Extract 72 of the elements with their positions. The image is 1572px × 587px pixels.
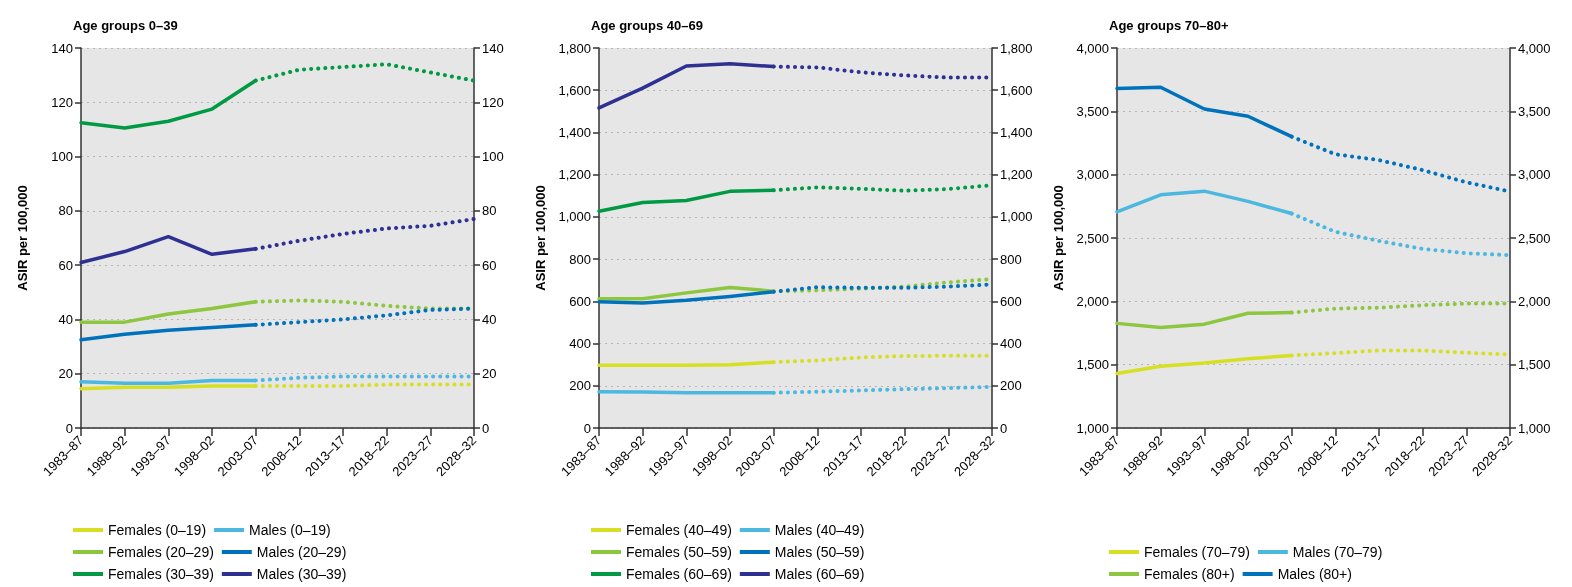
y-tick-label: 80 xyxy=(58,203,73,219)
y-tick-label: 600 xyxy=(569,293,591,309)
y-tick-label: 120 xyxy=(51,94,73,110)
y2-tick-label: 600 xyxy=(1000,293,1022,309)
y-axis-title: ASIR per 100,000 xyxy=(1051,185,1066,291)
y2-tick-label: 0 xyxy=(1000,420,1008,436)
y-tick-label: 40 xyxy=(58,311,73,327)
y2-tick-label: 4,000 xyxy=(1518,40,1551,56)
y-tick-label: 4,000 xyxy=(1076,40,1109,56)
legend-label: Males (80+) xyxy=(1277,566,1352,582)
legend-label: Females (0–19) xyxy=(108,522,207,538)
y2-tick-label: 2,000 xyxy=(1518,293,1551,309)
legend-label: Females (20–29) xyxy=(108,544,214,560)
y2-tick-label: 800 xyxy=(1000,251,1022,267)
legend-label: Males (0–19) xyxy=(249,522,331,538)
y-tick-label: 60 xyxy=(58,257,73,273)
y-tick-label: 1,400 xyxy=(558,124,591,140)
y-tick-label: 3,000 xyxy=(1076,167,1109,183)
legend-label: Males (20–29) xyxy=(256,544,347,560)
legend-label: Females (40–49) xyxy=(626,522,732,538)
y-tick-label: 200 xyxy=(569,378,591,394)
chart-title: Age groups 0–39 xyxy=(73,18,178,33)
y2-tick-label: 1,200 xyxy=(1000,167,1033,183)
y-axis-title: ASIR per 100,000 xyxy=(533,185,548,291)
chart-title: Age groups 70–80+ xyxy=(1109,18,1229,33)
y-tick-label: 1,000 xyxy=(1076,420,1109,436)
y2-tick-label: 200 xyxy=(1000,378,1022,394)
legend-label: Females (30–39) xyxy=(108,566,214,582)
y2-tick-label: 1,800 xyxy=(1000,40,1033,56)
y-tick-label: 1,800 xyxy=(558,40,591,56)
legend-label: Males (40–49) xyxy=(774,522,865,538)
legend-label: Females (60–69) xyxy=(626,566,732,582)
y2-tick-label: 1,000 xyxy=(1518,420,1551,436)
legend-label: Females (80+) xyxy=(1144,566,1235,582)
y-tick-label: 400 xyxy=(569,336,591,352)
y2-tick-label: 1,600 xyxy=(1000,82,1033,98)
legend-label: Males (30–39) xyxy=(256,566,347,582)
chart-title: Age groups 40–69 xyxy=(591,18,703,33)
y2-tick-label: 1,000 xyxy=(1000,209,1033,225)
y2-tick-label: 40 xyxy=(482,311,497,327)
y-tick-label: 0 xyxy=(65,420,73,436)
y2-tick-label: 60 xyxy=(482,257,497,273)
y-tick-label: 2,000 xyxy=(1076,293,1109,309)
y2-tick-label: 400 xyxy=(1000,336,1022,352)
y-tick-label: 1,000 xyxy=(558,209,591,225)
y-tick-label: 1,200 xyxy=(558,167,591,183)
y-tick-label: 140 xyxy=(51,40,73,56)
legend-label: Males (60–69) xyxy=(774,566,865,582)
y2-tick-label: 80 xyxy=(482,203,497,219)
y-tick-label: 20 xyxy=(58,366,73,382)
y-tick-label: 3,500 xyxy=(1076,103,1109,119)
y2-tick-label: 3,000 xyxy=(1518,167,1551,183)
y-tick-label: 100 xyxy=(51,149,73,165)
y2-tick-label: 2,500 xyxy=(1518,230,1551,246)
y-tick-label: 1,600 xyxy=(558,82,591,98)
y2-tick-label: 0 xyxy=(482,420,490,436)
y2-tick-label: 1,500 xyxy=(1518,357,1551,373)
y-axis-title: ASIR per 100,000 xyxy=(15,185,30,291)
y-tick-label: 800 xyxy=(569,251,591,267)
y-tick-label: 0 xyxy=(583,420,591,436)
y2-tick-label: 3,500 xyxy=(1518,103,1551,119)
legend-label: Males (50–59) xyxy=(774,544,865,560)
y2-tick-label: 120 xyxy=(482,94,504,110)
y2-tick-label: 140 xyxy=(482,40,504,56)
y-tick-label: 2,500 xyxy=(1076,230,1109,246)
y-tick-label: 1,500 xyxy=(1076,357,1109,373)
legend-label: Males (70–79) xyxy=(1292,544,1383,560)
y2-tick-label: 100 xyxy=(482,149,504,165)
y2-tick-label: 1,400 xyxy=(1000,124,1033,140)
y2-tick-label: 20 xyxy=(482,366,497,382)
legend-label: Females (50–59) xyxy=(626,544,732,560)
legend-label: Females (70–79) xyxy=(1144,544,1250,560)
